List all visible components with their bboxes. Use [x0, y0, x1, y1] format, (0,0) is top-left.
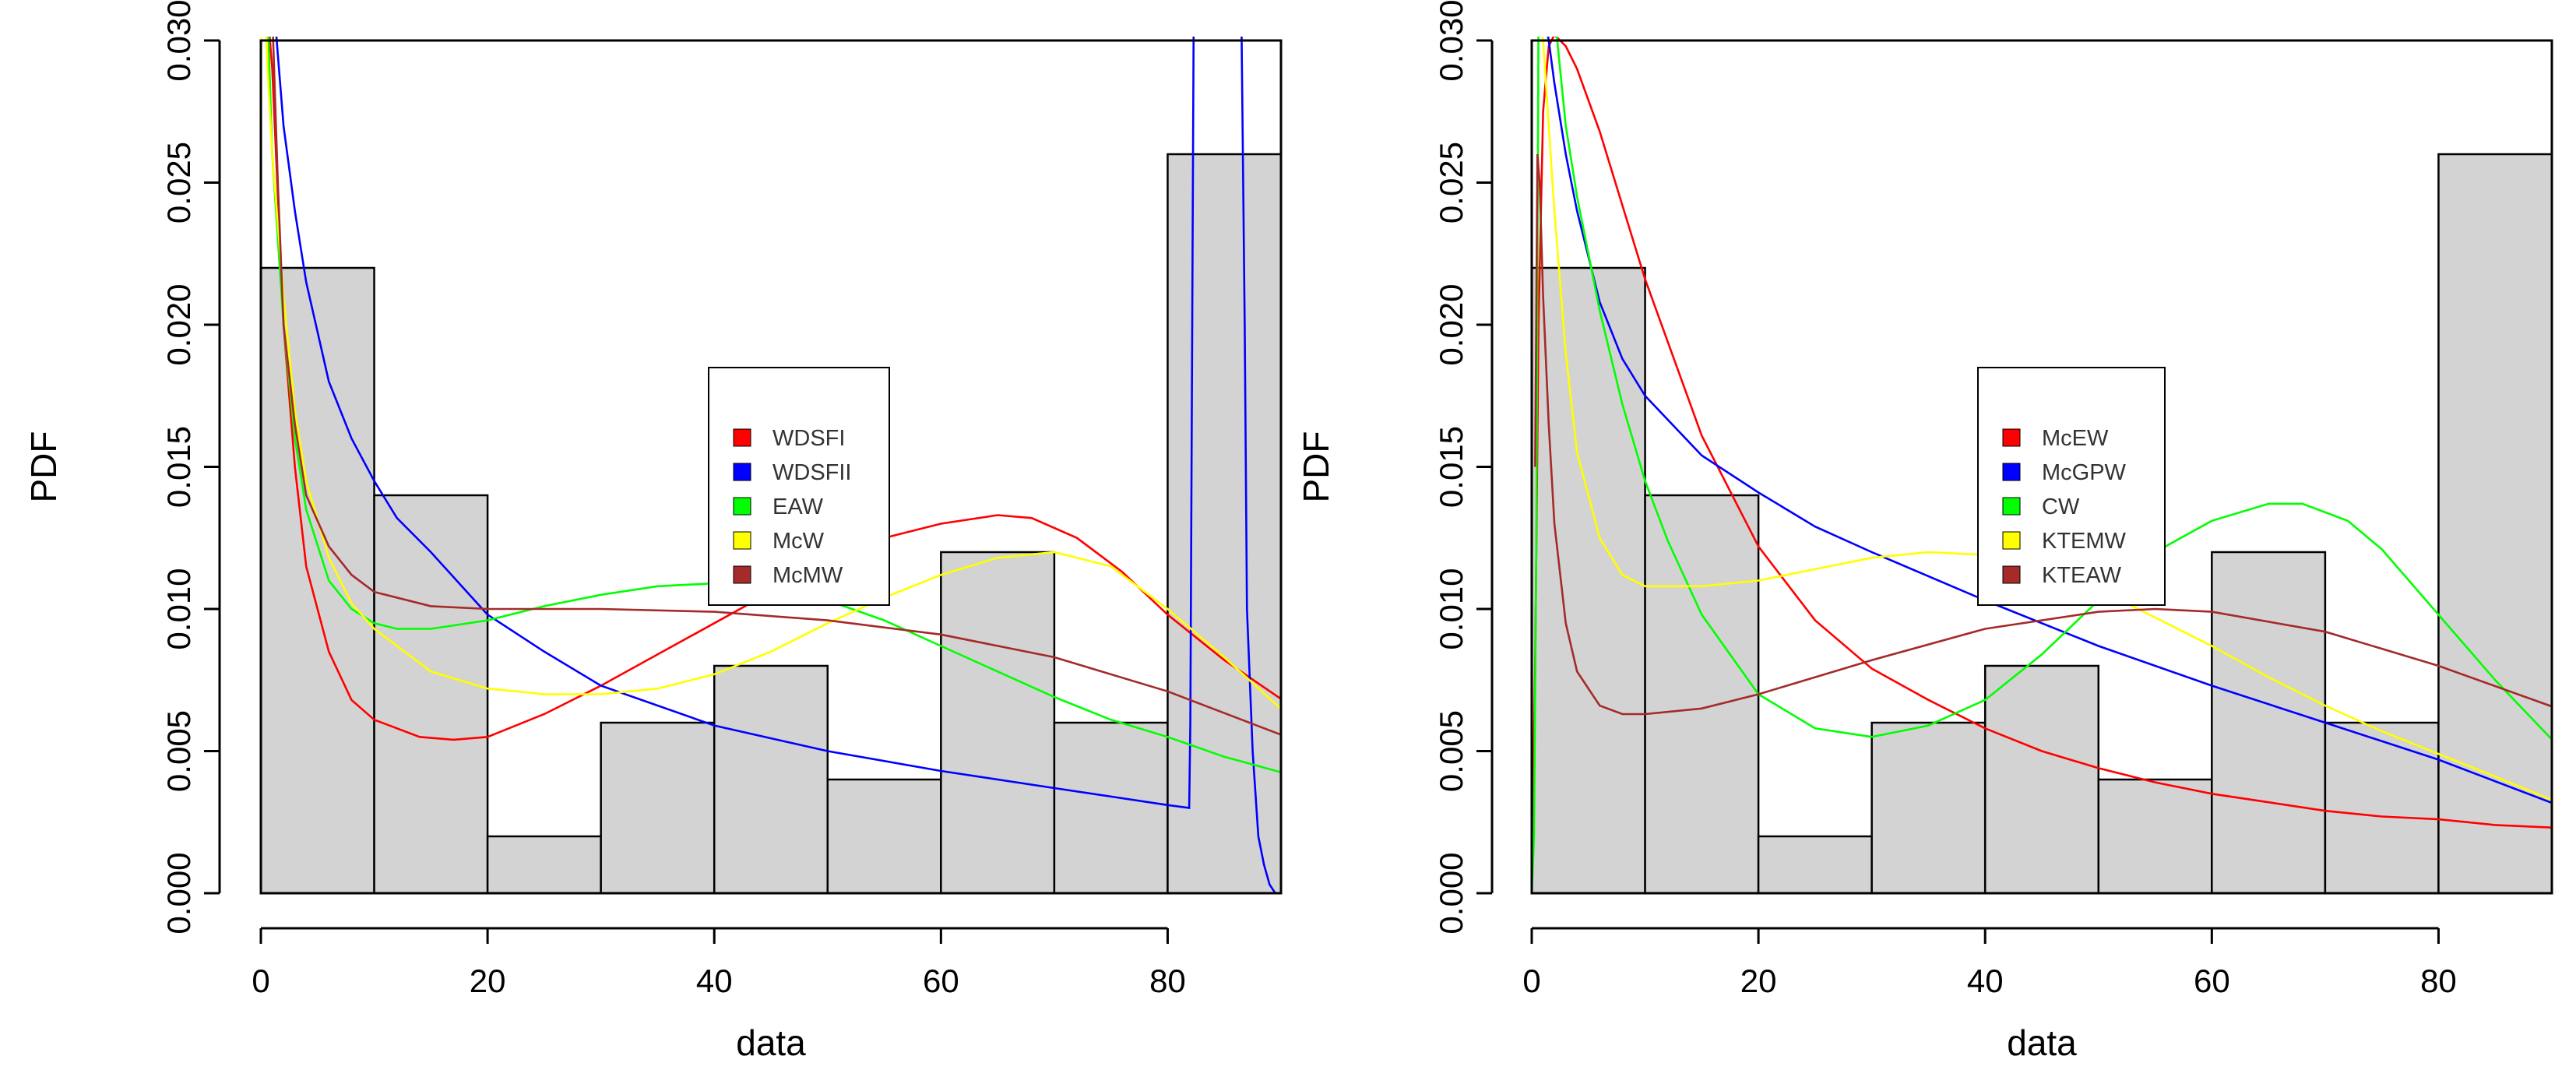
y-tick-label: 0.015 — [1433, 426, 1469, 508]
x-tick-label: 40 — [1967, 963, 2004, 999]
x-axis-title: data — [736, 1022, 806, 1063]
legend-swatch — [733, 531, 751, 550]
y-axis: 0.000 0.005 0.010 0.015 0.020 0.025 0.030 — [1433, 0, 1494, 934]
legend: WDSFI WDSFII EAW McW McMW — [708, 367, 890, 606]
curve-cw — [1532, 37, 2552, 894]
y-tick-label: 0.025 — [1433, 142, 1469, 223]
y-tick-label: 0.005 — [160, 710, 197, 792]
legend-label: CW — [2042, 494, 2080, 519]
density-curves — [1532, 37, 2552, 894]
y-tick-label: 0.020 — [160, 283, 197, 365]
histogram-bar — [1870, 721, 1987, 895]
x-tick-label: 40 — [696, 963, 733, 999]
histogram-bar — [826, 778, 942, 895]
legend-swatch — [733, 463, 751, 481]
y-tick-label: 0.000 — [1433, 852, 1469, 934]
y-tick-label: 0.030 — [1433, 0, 1469, 82]
curve-ktemw — [1541, 37, 2552, 801]
x-axis-title: data — [2007, 1022, 2077, 1063]
y-tick-label: 0.025 — [160, 142, 197, 223]
legend-swatch — [2002, 531, 2021, 550]
x-tick-label: 80 — [1149, 963, 1186, 999]
x-tick-label: 0 — [252, 963, 269, 999]
histogram-bar — [2097, 778, 2213, 895]
histogram-bar — [1644, 494, 1760, 895]
legend-swatch — [2002, 463, 2021, 481]
plot-box — [259, 39, 1283, 895]
x-tick-label: 80 — [2420, 963, 2457, 999]
curve-eaw — [267, 37, 1281, 774]
histogram-bar — [1053, 721, 1169, 895]
legend-box — [1977, 367, 2166, 606]
curve-mcmw — [272, 37, 1281, 736]
y-tick-label: 0.020 — [1433, 283, 1469, 365]
histogram-bar — [373, 494, 489, 895]
legend-swatch — [2002, 428, 2021, 447]
histogram-bars — [259, 153, 1283, 895]
curve-kteaw — [1534, 153, 2552, 716]
histogram-bar — [600, 721, 716, 895]
legend-label: McW — [772, 529, 825, 554]
legend-swatch — [2002, 497, 2021, 516]
y-tick-label: 0.000 — [160, 852, 197, 934]
legend-label: EAW — [772, 494, 824, 519]
legend-label: KTEMW — [2042, 529, 2127, 554]
curve-wdsfii — [275, 37, 1281, 895]
left-chart-panel: 0.000 0.005 0.010 0.015 0.020 0.025 0.030 0 20 40… — [23, 0, 1283, 1063]
legend: McEW McGPW CW KTEMW KTEAW — [1977, 367, 2166, 606]
histogram-bar — [1983, 664, 2100, 895]
plot-box — [1530, 39, 2553, 895]
x-tick-label: 20 — [1740, 963, 1777, 999]
x-tick-label: 60 — [2194, 963, 2230, 999]
histogram-bar — [486, 835, 602, 895]
legend-label: WDSFI — [772, 426, 845, 451]
x-tick-label: 0 — [1522, 963, 1540, 999]
y-tick-label: 0.010 — [160, 568, 197, 649]
x-tick-label: 60 — [923, 963, 959, 999]
y-axis-title: PDF — [1296, 431, 1336, 503]
y-axis: 0.000 0.005 0.010 0.015 0.020 0.025 0.030 — [160, 0, 221, 934]
legend-swatch — [733, 497, 751, 516]
histogram-bar — [2211, 551, 2327, 895]
curve-mcgpw — [1547, 37, 2552, 804]
histogram-bars — [1530, 153, 2553, 895]
x-axis: 0 20 40 60 80 — [1522, 927, 2457, 999]
histogram-bar — [259, 266, 375, 895]
legend-label: McMW — [772, 563, 843, 588]
legend-box — [708, 367, 890, 606]
curve-mcw — [261, 37, 1281, 894]
histogram-bar — [713, 664, 829, 895]
legend-swatch — [733, 565, 751, 584]
x-axis: 0 20 40 60 80 — [252, 927, 1186, 999]
density-curves — [261, 37, 1281, 895]
y-tick-label: 0.015 — [160, 426, 197, 508]
histogram-bar — [2437, 153, 2553, 895]
y-axis-title: PDF — [23, 431, 64, 503]
y-tick-label: 0.005 — [1433, 710, 1469, 792]
legend-label: McGPW — [2042, 460, 2127, 485]
histogram-bar — [2324, 721, 2440, 895]
y-tick-label: 0.010 — [1433, 568, 1469, 649]
legend-label: KTEAW — [2042, 563, 2122, 588]
legend-swatch — [2002, 565, 2021, 584]
legend-label: WDSFII — [772, 460, 852, 485]
y-tick-label: 0.030 — [160, 0, 197, 82]
right-chart-panel: 0.000 0.005 0.010 0.015 0.020 0.025 0.030 0 20 40… — [1296, 0, 2553, 1063]
legend-label: McEW — [2042, 426, 2109, 451]
histogram-bar — [1530, 266, 1646, 895]
legend-swatch — [733, 428, 751, 447]
histogram-bar — [1757, 835, 1873, 895]
curve-mcew — [1532, 37, 2552, 894]
x-tick-label: 20 — [470, 963, 506, 999]
histogram-bar — [940, 551, 1056, 895]
histogram-bar — [1167, 153, 1283, 895]
